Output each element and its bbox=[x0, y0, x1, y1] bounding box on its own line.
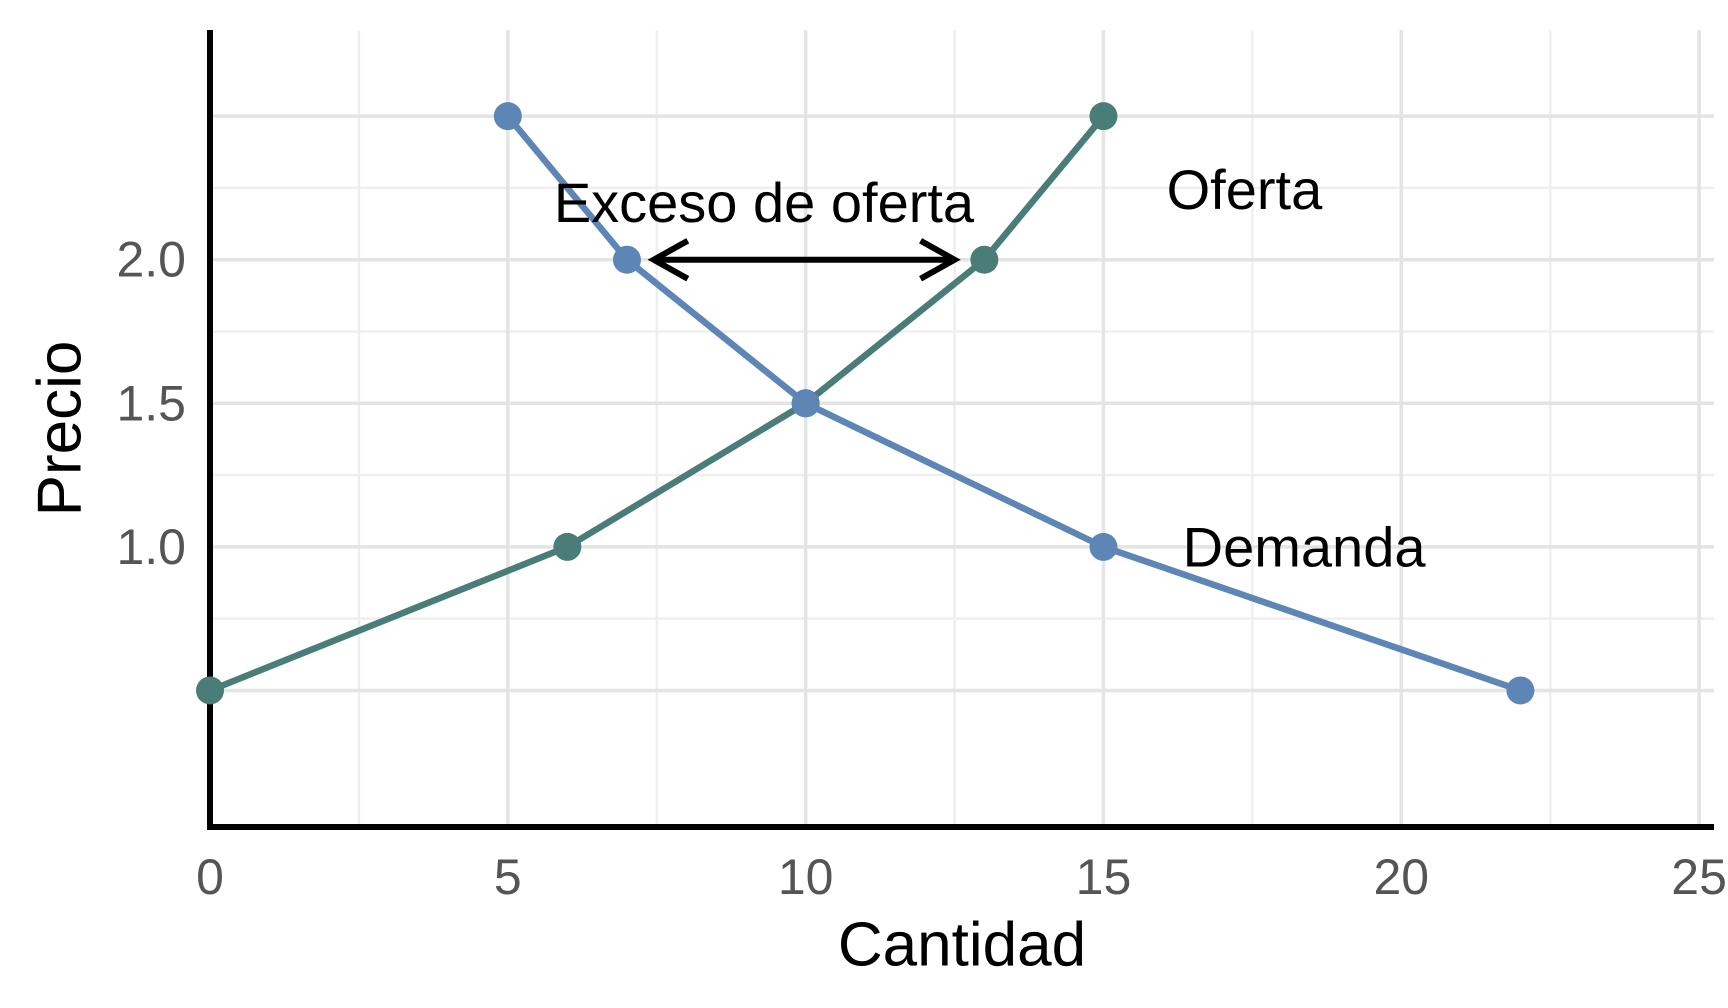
data-point-demanda-7-2 bbox=[612, 245, 641, 274]
data-point-oferta-0-0.5 bbox=[196, 676, 224, 705]
y-tick-label-1.5: 1.5 bbox=[116, 375, 186, 431]
series-label-oferta: Oferta bbox=[1167, 158, 1323, 221]
data-point-oferta-6-1 bbox=[553, 532, 582, 561]
series-label-demanda: Demanda bbox=[1183, 515, 1427, 578]
x-tick-label-0: 0 bbox=[196, 849, 224, 905]
arrow-head-right-icon bbox=[919, 238, 961, 282]
arrow-head-left-icon bbox=[647, 238, 690, 282]
y-tick-label-2: 2.0 bbox=[116, 232, 186, 288]
x-tick-labels: 0 5 10 15 20 25 bbox=[196, 849, 1727, 905]
y-axis-title: Precio bbox=[26, 341, 95, 517]
annotation-text: Exceso de oferta bbox=[554, 171, 975, 234]
data-point-demanda-10-1.5 bbox=[791, 389, 820, 418]
data-point-oferta-13-2 bbox=[970, 245, 999, 274]
x-tick-label-20: 20 bbox=[1373, 849, 1429, 905]
x-axis-title: Cantidad bbox=[838, 911, 1086, 980]
x-tick-label-5: 5 bbox=[494, 849, 522, 905]
data-point-demanda-5-2.5 bbox=[493, 102, 522, 131]
series-demanda: Demanda bbox=[493, 102, 1535, 705]
y-tick-label-1: 1.0 bbox=[116, 519, 186, 575]
data-point-demanda-15-1 bbox=[1089, 532, 1118, 561]
data-point-demanda-22-0.5 bbox=[1506, 676, 1535, 705]
x-tick-label-10: 10 bbox=[778, 849, 834, 905]
y-tick-labels: 1.0 1.5 2.0 bbox=[116, 232, 186, 575]
major-gridlines bbox=[210, 30, 1714, 827]
annotation-exceso: Exceso de oferta bbox=[554, 171, 975, 282]
x-tick-label-15: 15 bbox=[1076, 849, 1132, 905]
data-point-oferta-15-2.5 bbox=[1089, 102, 1118, 131]
x-tick-label-25: 25 bbox=[1671, 849, 1727, 905]
